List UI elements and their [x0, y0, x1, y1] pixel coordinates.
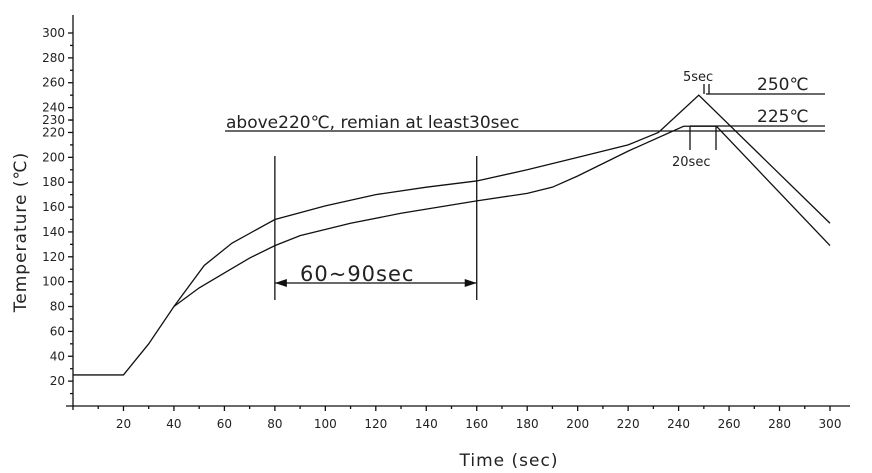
- window-arrow-right-head: [464, 279, 477, 287]
- y-tick-label: 160: [42, 200, 65, 214]
- peak-time-label: 5sec: [683, 70, 713, 85]
- y-tick-label: 200: [42, 150, 65, 164]
- y-tick-label: 100: [42, 275, 65, 289]
- series-layer: [73, 94, 831, 376]
- peak-temp-label: 250℃: [757, 75, 809, 95]
- y-tick-label: 300: [42, 26, 65, 40]
- plateau-temp-label: 225℃: [757, 107, 809, 127]
- y-tick-label: 40: [50, 349, 65, 363]
- x-tick-label: 60: [217, 417, 232, 431]
- series-line-2: [173, 125, 831, 308]
- x-tick-label: 80: [267, 417, 282, 431]
- x-tick-label: 200: [566, 417, 589, 431]
- x-tick-label: 100: [314, 417, 337, 431]
- y-tick-label: 240: [42, 101, 65, 115]
- y-tick-label: 20: [50, 374, 65, 388]
- y-tick-label: 120: [42, 250, 65, 264]
- x-tick-label: 160: [465, 417, 488, 431]
- x-tick-label: 140: [415, 417, 438, 431]
- y-tick-label: 280: [42, 51, 65, 65]
- y-tick-label: 80: [50, 300, 65, 314]
- x-tick-label: 240: [667, 417, 690, 431]
- axes-layer: 20 40 60 80 100 120 140 160 180 200 220 240 260 280 30…: [42, 15, 850, 431]
- x-axis-title: Time (sec): [459, 451, 559, 471]
- y-tick-label: 230: [42, 113, 65, 127]
- x-tick-label: 220: [617, 417, 640, 431]
- above-220-label: above220℃, remian at least30sec: [226, 113, 519, 133]
- x-tick-label: 300: [819, 417, 842, 431]
- x-tick-label: 280: [768, 417, 791, 431]
- x-tick-label: 40: [166, 417, 181, 431]
- y-tick-label: 140: [42, 225, 65, 239]
- y-tick-label: 220: [42, 125, 65, 139]
- y-tick-label: 180: [42, 175, 65, 189]
- window-arrow-left-head: [274, 279, 287, 287]
- window-label: 60~90sec: [300, 262, 414, 286]
- y-tick-label: 60: [50, 324, 65, 338]
- x-tick-label: 120: [364, 417, 387, 431]
- annotation-layer: 60~90sec above220℃, remian at least30sec 5…: [225, 70, 825, 300]
- x-tick-label: 20: [116, 417, 131, 431]
- plateau-time-label: 20sec: [672, 155, 710, 170]
- series-line-1: [73, 94, 831, 376]
- x-tick-label: 180: [516, 417, 539, 431]
- x-tick-label: 260: [718, 417, 741, 431]
- y-tick-label: 260: [42, 76, 65, 90]
- y-axis-title: Temperature (℃): [11, 152, 31, 313]
